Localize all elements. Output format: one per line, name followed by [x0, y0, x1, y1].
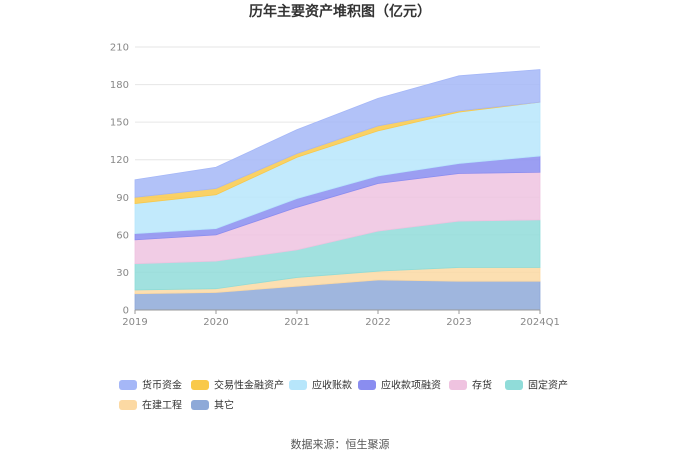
- legend-label: 应收款项融资: [381, 379, 441, 392]
- x-tick-label: 2023: [446, 317, 471, 328]
- y-tick-label: 210: [110, 43, 129, 54]
- legend-swatch-e8b4a7e5b881e8b584e98791: [119, 380, 137, 390]
- y-tick-label: 60: [116, 230, 129, 241]
- legend-label: 存货: [472, 379, 492, 392]
- y-tick-label: 150: [110, 118, 129, 129]
- x-tick-label: 2020: [203, 317, 228, 328]
- x-tick-label: 2019: [122, 317, 147, 328]
- y-tick-label: 90: [116, 193, 129, 204]
- chart-title: 历年主要资产堆积图（亿元）: [249, 3, 431, 20]
- x-tick-label: 2021: [284, 317, 309, 328]
- legend-label: 在建工程: [142, 399, 182, 412]
- legend-label: 应收账款: [312, 379, 352, 392]
- legend-swatch-e4baa4e69893e680a7e98791e89e8de8b584e4baa7: [191, 380, 209, 390]
- legend-label: 固定资产: [528, 379, 568, 392]
- area-e8b4a7e5b881e8b584e98791: [134, 69, 541, 198]
- legend-label: 货币资金: [142, 379, 182, 392]
- y-tick-label: 180: [110, 80, 129, 91]
- axes: 2019 2020 2021 2022 2023 2024Q1: [122, 309, 560, 328]
- legend-swatch-e5ba94e694b6e6acbee9a1b9e89e8de8b584: [358, 380, 376, 390]
- legend-swatch-e585b6e5ae83: [191, 400, 209, 410]
- y-tick-label: 120: [110, 155, 129, 166]
- y-tick-label: 30: [116, 268, 129, 279]
- x-tick-label: 2022: [365, 317, 390, 328]
- legend-label: 交易性金融资产: [214, 379, 284, 392]
- legend-label: 其它: [214, 399, 234, 412]
- legend-swatch-e5ba94e694b6e8b4a6e6acbe: [289, 380, 307, 390]
- legend-swatch-e59ca8e5bbbae5b7a5e7a88b: [119, 400, 137, 410]
- x-tick-label: 2024Q1: [520, 317, 560, 328]
- y-tick-label: 0: [123, 306, 129, 317]
- stacked-areas: [134, 69, 541, 311]
- legend-swatch-e5ad98e8b4a7: [449, 380, 467, 390]
- data-source: 数据来源：恒生聚源: [291, 437, 390, 451]
- legend-swatch-e59bbae5ae9ae8b584e4baa7: [505, 380, 523, 390]
